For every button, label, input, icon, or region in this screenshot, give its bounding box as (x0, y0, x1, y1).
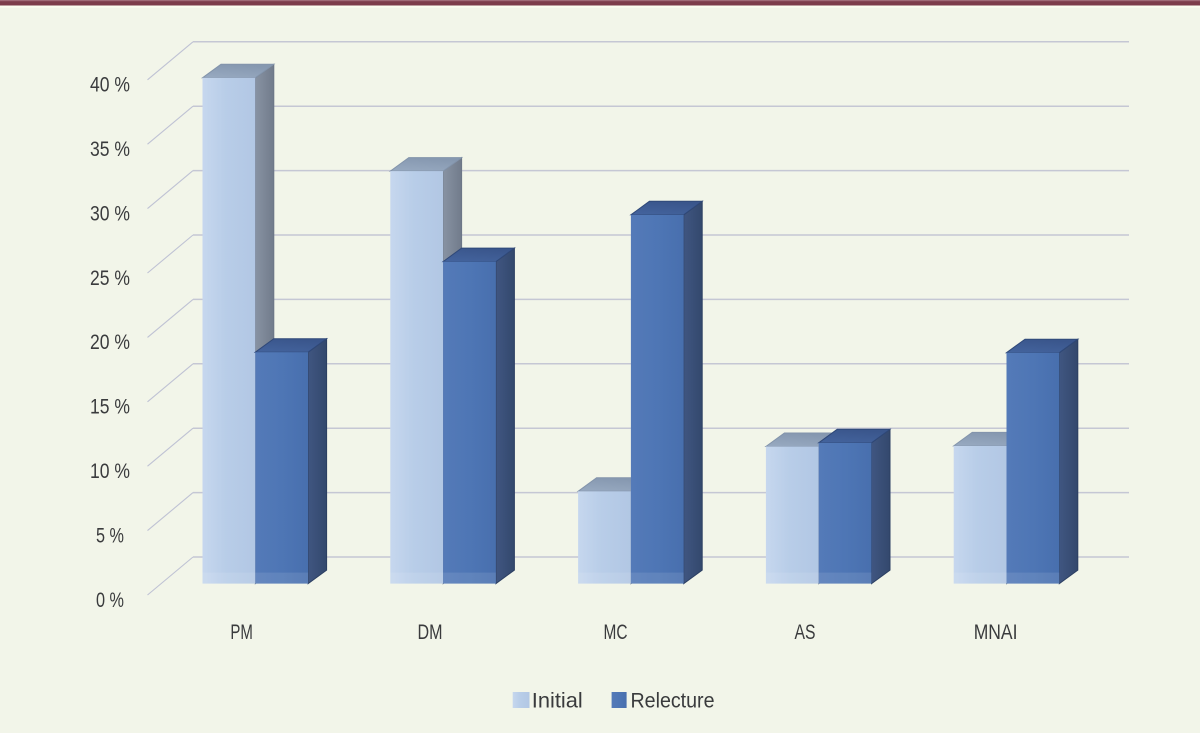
svg-text:DM: DM (418, 620, 443, 644)
svg-text:0 %: 0 % (96, 588, 124, 612)
svg-text:30 %: 30 % (90, 201, 130, 225)
svg-text:40 %: 40 % (90, 73, 130, 97)
svg-text:MNAI: MNAI (974, 620, 1018, 644)
svg-text:10 %: 10 % (90, 459, 130, 483)
svg-text:15 %: 15 % (90, 395, 130, 419)
svg-text:5 %: 5 % (96, 524, 124, 548)
svg-text:AS: AS (795, 620, 816, 644)
svg-text:25 %: 25 % (90, 266, 130, 290)
svg-text:MC: MC (604, 620, 628, 644)
svg-text:Initial: Initial (532, 689, 583, 713)
svg-text:PM: PM (230, 620, 253, 644)
svg-text:Relecture: Relecture (631, 689, 715, 713)
svg-text:35 %: 35 % (90, 137, 130, 161)
svg-text:20 %: 20 % (90, 330, 130, 354)
